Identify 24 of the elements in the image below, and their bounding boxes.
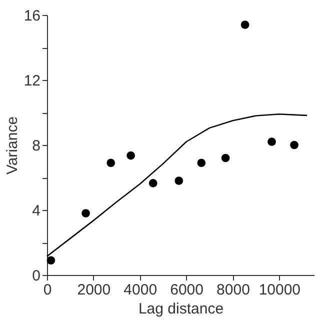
point bbox=[106, 158, 116, 168]
x-tick-label: 8000 bbox=[216, 282, 250, 298]
point bbox=[290, 140, 298, 150]
y-tick-label: 16 bbox=[24, 8, 40, 24]
point bbox=[197, 158, 206, 168]
y-tick-label: 4 bbox=[32, 202, 40, 220]
y-tick-label: 8 bbox=[32, 138, 40, 154]
point bbox=[148, 179, 158, 188]
y-tick-label: 12 bbox=[24, 72, 40, 90]
y-tick-label: 0 bbox=[32, 268, 40, 284]
x-tick-label: 4000 bbox=[124, 282, 158, 298]
x-tick-label: 10000 bbox=[258, 282, 301, 298]
point bbox=[126, 151, 135, 160]
point bbox=[174, 176, 184, 185]
point bbox=[268, 138, 276, 146]
x-tick-label: 6000 bbox=[170, 282, 204, 298]
point bbox=[240, 20, 250, 29]
x-tick-label: 2000 bbox=[77, 282, 111, 298]
x-axis-title: Lag distance bbox=[138, 300, 224, 318]
point bbox=[46, 256, 56, 265]
x-tick-label: 0 bbox=[43, 282, 52, 298]
point bbox=[221, 154, 230, 162]
point bbox=[82, 209, 90, 218]
y-axis-title: Variance bbox=[4, 116, 21, 175]
